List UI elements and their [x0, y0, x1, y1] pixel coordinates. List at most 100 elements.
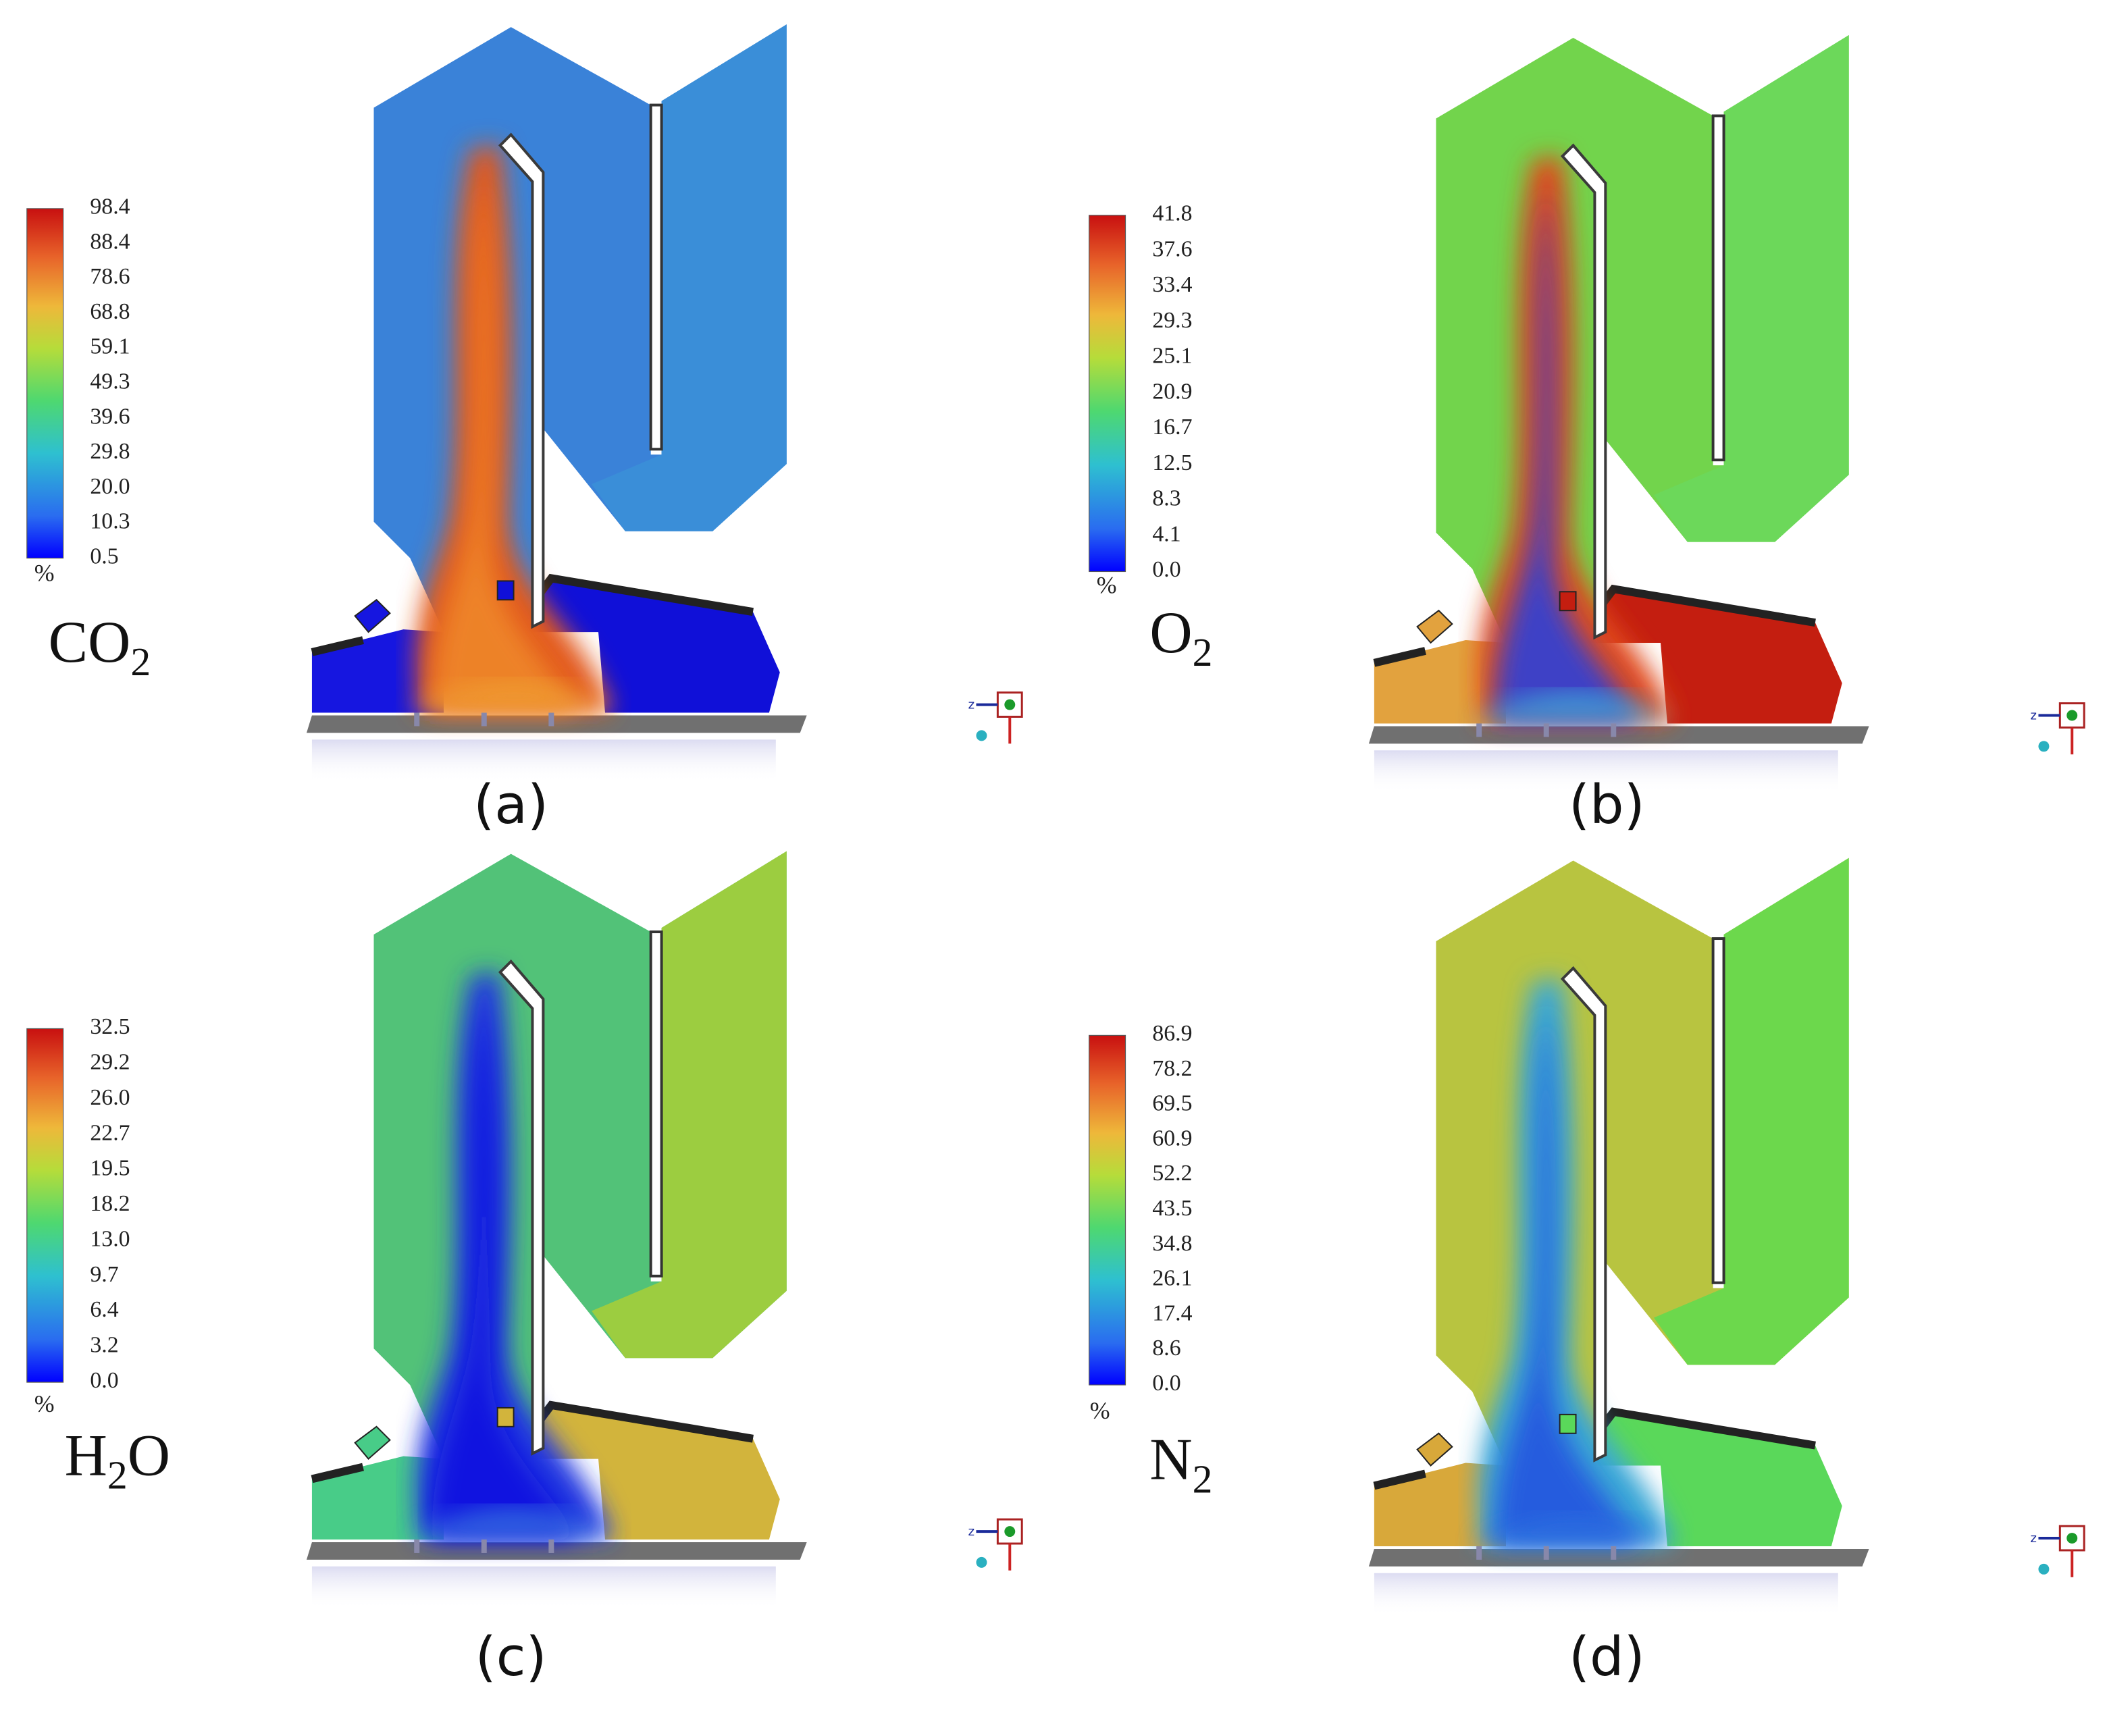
triad-label: z: [2031, 1531, 2037, 1546]
colorbar-unit: %: [1090, 1397, 1110, 1424]
triad-label: z: [2031, 708, 2037, 722]
lower-left: [1374, 1463, 1506, 1546]
colorbar-tick-label: 39.6: [90, 404, 130, 429]
axis-triad: z: [2031, 702, 2085, 755]
lower-edge: [1373, 1469, 1426, 1490]
triad-dot: [976, 730, 987, 741]
division-wall: [1560, 143, 1607, 640]
lower-edge: [1373, 647, 1426, 667]
triad-center: [2066, 1533, 2078, 1544]
colorbar-tick-label: 22.7: [90, 1120, 130, 1145]
floor-reflection: [1374, 1573, 1838, 1616]
nozzle: [354, 598, 391, 633]
screen-slot: [649, 103, 663, 451]
triad-dot: [976, 1556, 987, 1568]
colorbar-tick-label: 88.4: [90, 229, 130, 254]
colorbar-tick-label: 18.2: [90, 1191, 130, 1216]
colorbar-tick-label: 78.2: [1152, 1056, 1192, 1081]
species-label: H2O: [65, 1422, 170, 1497]
panel-label: (d): [1569, 1625, 1645, 1688]
axis-triad: z: [968, 691, 1023, 744]
nozzle: [1416, 1432, 1453, 1467]
colorbar-tick-label: 8.6: [1152, 1336, 1180, 1361]
contour-panel: z: [1368, 858, 2085, 1616]
colorbar-tick-label: 60.9: [1152, 1126, 1192, 1151]
floor-reflection: [311, 1566, 776, 1610]
triad-dot: [2038, 741, 2050, 752]
triad-center: [2066, 710, 2078, 721]
triad-label: z: [968, 698, 974, 712]
colorbar-tick-label: 0.0: [1152, 1371, 1180, 1396]
lower-right: [511, 578, 780, 713]
colorbar-tick-label: 52.2: [1152, 1161, 1192, 1186]
species-label: O2: [1149, 600, 1212, 675]
colorbar-tick-label: 0.5: [90, 544, 118, 569]
grate-base: [306, 715, 807, 733]
species-label: CO2: [49, 609, 151, 684]
nozzle: [496, 580, 515, 601]
colorbar-tick-label: 29.3: [1152, 308, 1192, 333]
rear-pass: [592, 851, 787, 1359]
colorbar-tick-label: 0.0: [90, 1368, 118, 1393]
colorbar-unit: %: [34, 559, 55, 586]
colorbar-tick-label: 59.1: [90, 334, 130, 359]
lower-left: [311, 629, 444, 713]
colorbar-tick-label: 16.7: [1152, 415, 1192, 440]
division-wall: [498, 132, 545, 629]
species-part: O: [1149, 600, 1192, 665]
plume-edge: [410, 679, 608, 713]
division-wall: [498, 959, 545, 1456]
nozzle: [1559, 591, 1577, 612]
panel-label: (b): [1569, 773, 1645, 836]
grate-base: [1368, 1548, 1869, 1567]
lower-edge: [311, 1463, 364, 1483]
triad-dot: [2038, 1563, 2050, 1575]
colorbar: [1089, 1034, 1126, 1386]
triad-center: [1004, 699, 1016, 710]
nozzle: [354, 1425, 391, 1460]
plume-core: [1494, 1008, 1641, 1546]
screen-slot: [649, 930, 663, 1278]
colorbar-tick-label: 8.3: [1152, 486, 1180, 511]
colorbar-tick-label: 13.0: [90, 1226, 130, 1251]
colorbar-tick-label: 49.3: [90, 369, 130, 394]
lower-right: [1573, 589, 1842, 724]
triad-label: z: [968, 1525, 974, 1539]
colorbar-tick-label: 68.8: [90, 299, 130, 324]
species-part: 2: [130, 639, 151, 684]
plume-core: [432, 175, 579, 713]
colorbar-tick-label: 41.8: [1152, 201, 1192, 226]
panel-label: (a): [473, 773, 548, 836]
colorbar-tick-label: 19.5: [90, 1156, 130, 1181]
colorbar-tick-label: 17.4: [1152, 1300, 1192, 1325]
colorbar-tick-label: 3.2: [90, 1332, 118, 1357]
plume-edge: [410, 1506, 608, 1540]
colorbar: [26, 208, 64, 559]
colorbar-tick-label: 9.7: [90, 1262, 118, 1287]
colorbar: [26, 1028, 64, 1383]
species-part: CO: [49, 609, 131, 675]
contour-panel: z: [306, 24, 1023, 783]
rear-pass: [592, 24, 787, 531]
colorbar-tick-label: 12.5: [1152, 450, 1192, 475]
rear-pass: [1654, 858, 1849, 1365]
colorbar-tick-label: 26.0: [90, 1085, 130, 1110]
lower-left: [311, 1456, 444, 1540]
colorbar: [1089, 215, 1126, 573]
colorbar-tick-label: 43.5: [1152, 1196, 1192, 1221]
plume-edge: [1472, 1513, 1670, 1546]
axis-triad: z: [2031, 1525, 2085, 1577]
species-part: 2: [107, 1452, 128, 1497]
colorbar-tick-label: 33.4: [1152, 272, 1192, 297]
lower-right: [511, 1404, 780, 1540]
species-part: N: [1149, 1426, 1192, 1492]
colorbar-tick-label: 6.4: [90, 1297, 118, 1322]
screen-slot: [1711, 114, 1725, 462]
screen-slot: [1711, 937, 1725, 1284]
colorbar-tick-label: 37.6: [1152, 236, 1192, 261]
species-part: O: [128, 1422, 170, 1488]
colorbar-tick-label: 26.1: [1152, 1266, 1192, 1291]
grate-base: [306, 1542, 807, 1560]
colorbar-tick-label: 4.1: [1152, 521, 1180, 546]
